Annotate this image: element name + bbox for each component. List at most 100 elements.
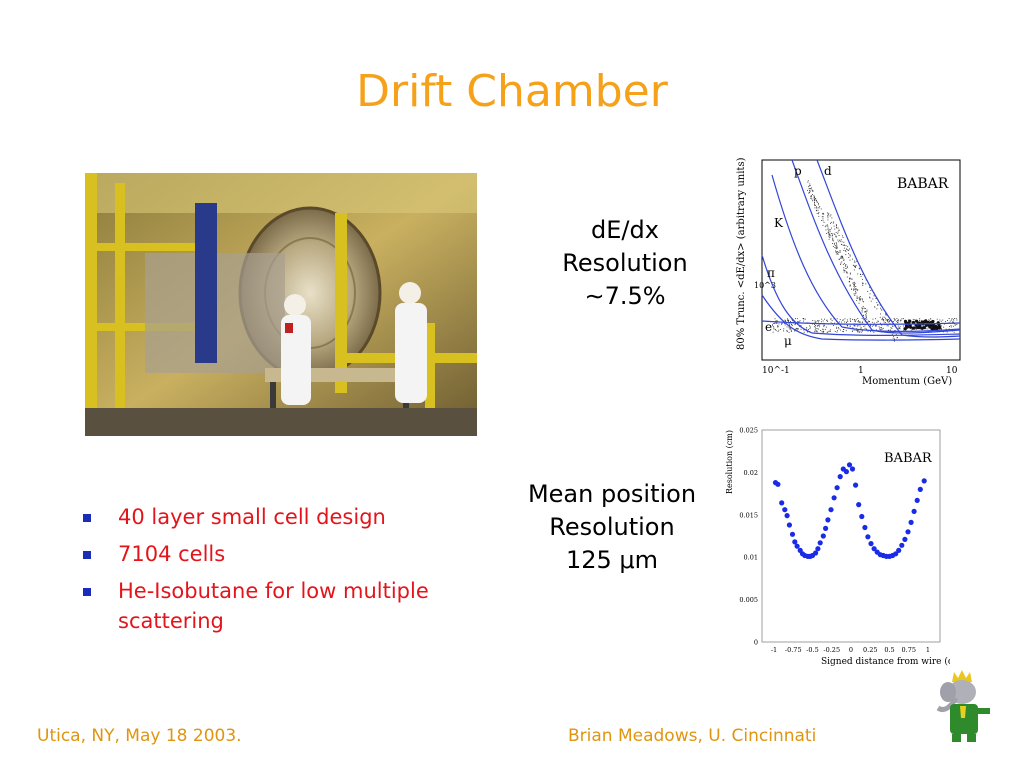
x-tick-label: -0.25 [823, 646, 840, 654]
dedx-scatter-dot [861, 308, 863, 310]
dedx-scatter-dot [839, 250, 841, 251]
dedx-scatter-dot [882, 327, 884, 329]
drift-chamber-photo [85, 173, 477, 436]
dedx-scatter-dot [783, 328, 785, 330]
dedx-scatter-points [772, 180, 958, 342]
dedx-scatter-dot [951, 318, 953, 319]
dedx-scatter-dot [859, 296, 861, 297]
dedx-scatter-dot [811, 195, 812, 197]
dedx-scatter-dot [809, 190, 811, 192]
dedx-scatter-dot [833, 225, 835, 227]
dedx-scatter-dot [951, 319, 952, 321]
dedx-scatter-dot [856, 290, 858, 291]
dedx-scatter-dot [844, 269, 845, 271]
dedx-scatter-dot [845, 264, 847, 266]
dedx-scatter-dot [788, 322, 790, 324]
dedx-y-axis-label: 80% Trunc. <dE/dx> (arbitrary units) [736, 157, 747, 350]
dedx-scatter-dot [794, 324, 796, 326]
dedx-scatter-dot [843, 241, 845, 243]
dedx-scatter-dot [778, 323, 780, 325]
dedx-scatter-dot [799, 320, 801, 322]
slide-title: Drift Chamber [356, 66, 668, 117]
dedx-scatter-dot [948, 318, 950, 319]
dedx-scatter-dot [777, 325, 779, 327]
dedx-scatter-dot [864, 321, 866, 323]
dedx-scatter-dot [927, 328, 929, 330]
dedx-scatter-dot [814, 205, 816, 206]
dedx-scatter-dot [858, 321, 860, 323]
dedx-scatter-dot [835, 242, 837, 244]
dedx-scatter-dot [816, 328, 818, 329]
dedx-scatter-dot [854, 262, 856, 264]
dedx-scatter-dot [812, 200, 813, 202]
dedx-scatter-dot [894, 319, 896, 320]
dedx-scatter-dot [823, 213, 825, 215]
dedx-scatter-dot [903, 318, 904, 320]
dedx-scatter-dot [817, 328, 819, 330]
dedx-scatter-dot [795, 329, 797, 330]
dedx-scatter-dot [879, 316, 881, 318]
dedx-scatter-dot [796, 329, 798, 331]
resolution-x-axis-label: Signed distance from wire (cm) [821, 656, 950, 667]
resolution-point [865, 534, 871, 540]
dedx-scatter-dot [841, 255, 842, 257]
dedx-scatter-dot [830, 214, 832, 216]
dedx-scatter-dot [822, 224, 824, 226]
dedx-scatter-dot [879, 322, 881, 324]
dedx-scatter-dot [840, 264, 842, 265]
dedx-scatter-dot [931, 319, 935, 324]
dedx-scatter-dot [827, 320, 828, 322]
dedx-scatter-dot [818, 202, 819, 204]
dedx-scatter-dot [816, 201, 818, 203]
dedx-scatter-dot [829, 235, 831, 237]
dedx-scatter-dot [787, 319, 789, 320]
dedx-scatter-dot [827, 219, 829, 221]
dedx-scatter-dot [855, 260, 857, 262]
resolution-point [782, 507, 788, 513]
dedx-scatter-dot [832, 239, 834, 241]
dedx-scatter-dot [826, 320, 828, 322]
mean-caption-line3: 125 μm [565, 546, 659, 574]
dedx-scatter-dot [846, 276, 848, 278]
dedx-scatter-dot [883, 319, 884, 321]
resolution-point [917, 486, 923, 492]
dedx-scatter-dot [832, 222, 834, 224]
dedx-scatter-dot [928, 319, 930, 321]
dedx-scatter-dot [863, 307, 865, 309]
dedx-scatter-dot [849, 325, 851, 327]
dedx-scatter-dot [855, 286, 857, 287]
dedx-scatter-dot [888, 329, 890, 331]
dedx-scatter-dot [815, 200, 817, 201]
dedx-scatter-dot [818, 207, 820, 208]
dedx-scatter-dot [864, 327, 866, 329]
dedx-scatter-dot [854, 293, 856, 295]
resolution-data-points [772, 462, 927, 559]
dedx-scatter-dot [838, 241, 840, 243]
dedx-scatter-dot [859, 300, 861, 302]
dedx-scatter-dot [889, 323, 891, 325]
dedx-scatter-dot [854, 288, 856, 289]
dedx-scatter-dot [803, 329, 805, 331]
dedx-scatter-dot [830, 322, 832, 324]
dedx-scatter-dot [849, 285, 851, 287]
dedx-scatter-dot [798, 321, 800, 323]
dedx-scatter-dot [884, 322, 886, 323]
dedx-scatter-dot [882, 320, 884, 321]
dedx-scatter-dot [812, 190, 814, 191]
curve-pi [761, 254, 961, 336]
dedx-scatter-dot [879, 328, 880, 330]
dedx-scatter-dot [842, 263, 844, 265]
dedx-scatter-dot [817, 320, 818, 322]
dedx-scatter-dot [910, 330, 912, 332]
dedx-scatter-dot [915, 319, 919, 323]
dedx-scatter-dot [854, 325, 856, 327]
dedx-scatter-dot [843, 271, 845, 273]
y-tick-label: 0.005 [739, 596, 758, 604]
dedx-scatter-dot [860, 331, 862, 333]
label-pi: π [767, 266, 775, 280]
dedx-scatter-dot [777, 325, 779, 326]
dedx-scatter-dot [861, 310, 863, 312]
dedx-scatter-dot [827, 217, 829, 219]
dedx-scatter-dot [816, 330, 818, 332]
dedx-scatter-dot [784, 324, 786, 326]
